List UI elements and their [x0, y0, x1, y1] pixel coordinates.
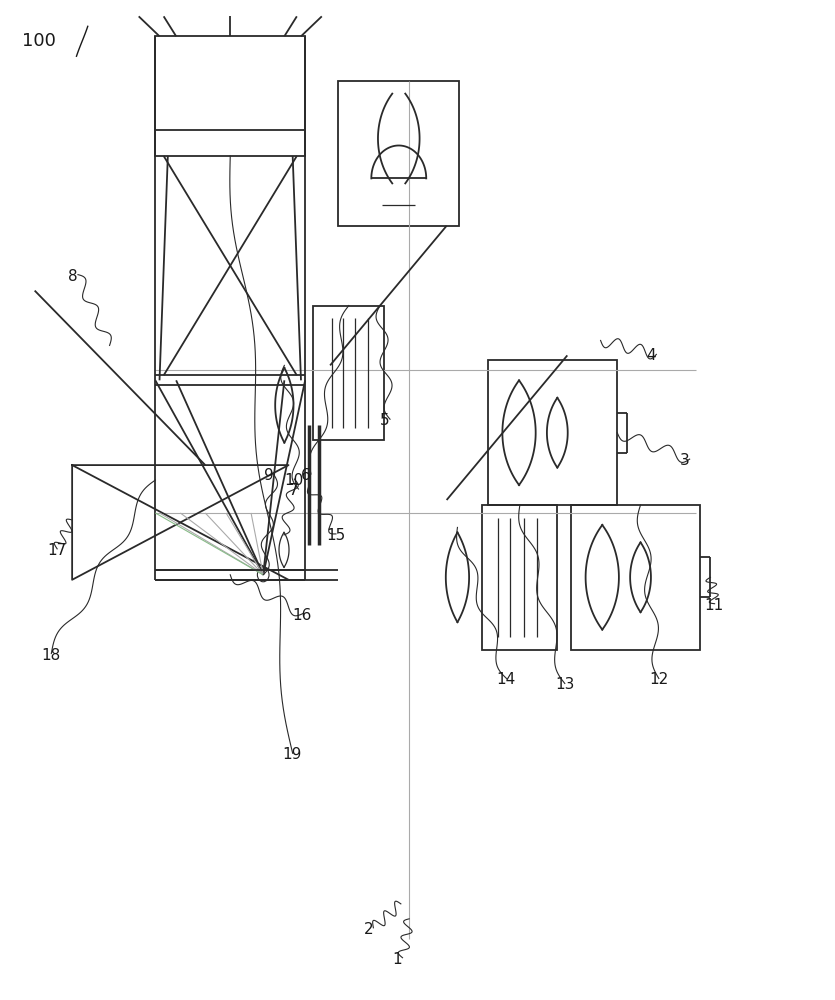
Text: 7: 7 — [289, 483, 298, 498]
Text: 19: 19 — [283, 747, 302, 762]
Text: 15: 15 — [326, 528, 345, 543]
Text: 9: 9 — [264, 468, 273, 483]
Bar — [483, 505, 557, 650]
Text: 10: 10 — [285, 473, 304, 488]
Bar — [488, 360, 617, 505]
Text: 17: 17 — [47, 543, 67, 558]
Bar — [313, 306, 384, 440]
Bar — [571, 505, 701, 650]
Text: 100: 100 — [23, 32, 56, 50]
Text: 12: 12 — [649, 672, 668, 687]
Text: 2: 2 — [363, 922, 373, 937]
Text: 3: 3 — [680, 453, 690, 468]
Text: 11: 11 — [705, 598, 724, 613]
Bar — [338, 81, 459, 226]
Text: 13: 13 — [554, 677, 574, 692]
Text: 6: 6 — [301, 468, 311, 483]
Bar — [155, 36, 305, 156]
Text: 1: 1 — [392, 952, 402, 967]
Text: 8: 8 — [68, 269, 78, 284]
Text: 4: 4 — [646, 348, 656, 363]
Text: 14: 14 — [497, 672, 516, 687]
Text: 18: 18 — [42, 648, 61, 663]
Text: 16: 16 — [292, 608, 312, 623]
Text: 5: 5 — [380, 413, 390, 428]
